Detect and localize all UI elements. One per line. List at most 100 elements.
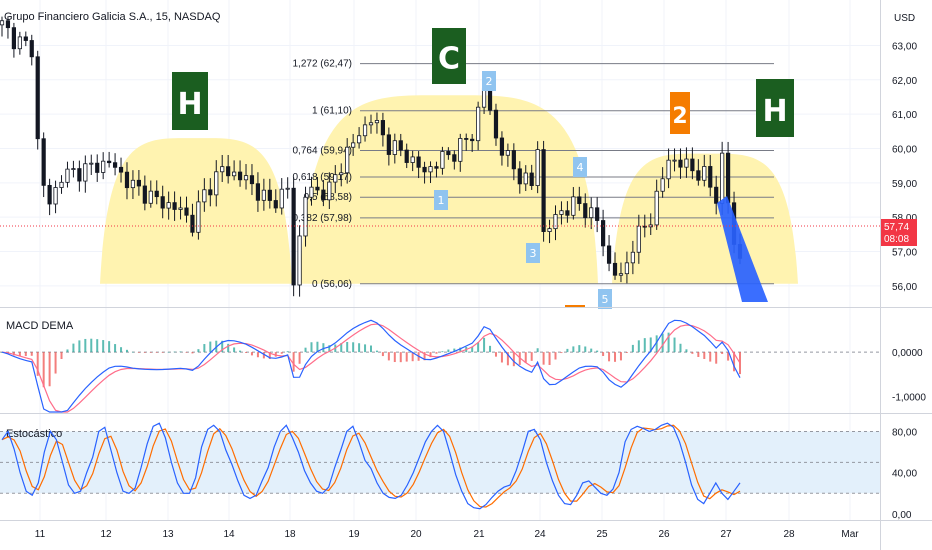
candle-body[interactable] (273, 200, 278, 209)
time-axis[interactable]: 11 12 13 14 18 19 20 21 24 25 26 27 28 Mar (35, 529, 859, 540)
candle-body[interactable] (624, 262, 630, 275)
candle-body[interactable] (321, 189, 326, 201)
candle-body[interactable] (404, 149, 409, 163)
candle-body[interactable] (428, 166, 433, 173)
candle-body[interactable] (505, 150, 510, 156)
candle-body[interactable] (559, 210, 564, 215)
candle-body[interactable] (666, 159, 671, 180)
candle-body[interactable] (672, 159, 677, 162)
candle-body[interactable] (154, 190, 159, 198)
candle-body[interactable] (356, 135, 362, 144)
candle-body[interactable] (618, 273, 624, 276)
candle-body[interactable] (35, 56, 40, 140)
candle-body[interactable] (678, 159, 683, 168)
candle-body[interactable] (517, 168, 522, 185)
candle-body[interactable] (47, 184, 52, 205)
candle-body[interactable] (440, 151, 445, 169)
candle-body[interactable] (65, 168, 70, 183)
candle-body[interactable] (237, 171, 243, 181)
candle-body[interactable] (523, 172, 528, 185)
candle-body[interactable] (345, 146, 350, 174)
candle-body[interactable] (434, 166, 439, 169)
candle-body[interactable] (368, 122, 374, 126)
candle-body[interactable] (101, 160, 106, 173)
candle-body[interactable] (547, 228, 552, 232)
candle-body[interactable] (11, 27, 17, 50)
candle-body[interactable] (142, 185, 147, 204)
candle-body[interactable] (255, 183, 261, 201)
candle-body[interactable] (571, 196, 576, 216)
candle-body[interactable] (583, 203, 588, 219)
candle-body[interactable] (327, 181, 332, 201)
candle-body[interactable] (17, 36, 22, 50)
candle-body[interactable] (112, 162, 118, 168)
candle-body[interactable] (297, 235, 302, 286)
price-axis[interactable]: 63,00 62,00 61,00 60,00 59,00 58,00 57,00 56,00 (892, 41, 917, 292)
candle-body[interactable] (636, 225, 641, 253)
candle-body[interactable] (249, 175, 255, 185)
candle-body[interactable] (595, 207, 600, 221)
candle-body[interactable] (190, 214, 195, 233)
candle-body[interactable] (464, 138, 469, 140)
candle-body[interactable] (541, 149, 546, 232)
candle-body[interactable] (351, 142, 356, 148)
candle-body[interactable] (577, 196, 582, 204)
candle-body[interactable] (690, 158, 695, 172)
candle-body[interactable] (410, 156, 415, 163)
candle-body[interactable] (196, 201, 201, 233)
candle-body[interactable] (214, 171, 219, 196)
candle-body[interactable] (208, 189, 213, 196)
candle-body[interactable] (333, 174, 338, 183)
candle-body[interactable] (380, 120, 386, 136)
candle-body[interactable] (71, 168, 76, 170)
candle-body[interactable] (315, 186, 320, 191)
candle-body[interactable] (148, 190, 153, 204)
candle-body[interactable] (285, 187, 290, 190)
candle-body[interactable] (648, 224, 653, 228)
candle-body[interactable] (642, 225, 647, 228)
candle-body[interactable] (166, 202, 171, 209)
candle-body[interactable] (476, 106, 481, 142)
candle-body[interactable] (684, 158, 689, 168)
candle-body[interactable] (452, 154, 457, 162)
candle-body[interactable] (470, 138, 475, 142)
candle-body[interactable] (178, 207, 183, 210)
candle-body[interactable] (606, 245, 612, 264)
candle-body[interactable] (172, 202, 177, 210)
candle-body[interactable] (184, 207, 189, 216)
candle-body[interactable] (612, 262, 618, 276)
candle-body[interactable] (243, 175, 249, 181)
candle-body[interactable] (630, 251, 635, 264)
candle-body[interactable] (309, 186, 314, 198)
candle-body[interactable] (0, 20, 5, 26)
candle-body[interactable] (392, 140, 397, 155)
candle-body[interactable] (41, 138, 46, 186)
candle-body[interactable] (226, 166, 231, 177)
candle-body[interactable] (232, 171, 237, 177)
macd-pane[interactable]: MACD DEMA 0,0000 -1,0000 (0, 319, 926, 413)
candle-body[interactable] (118, 166, 124, 173)
candle-body[interactable] (529, 172, 534, 186)
candle-body[interactable] (535, 149, 540, 186)
candle-body[interactable] (386, 134, 391, 155)
candle-body[interactable] (708, 166, 713, 188)
candle-body[interactable] (422, 166, 427, 173)
candle-body[interactable] (83, 163, 88, 182)
candle-body[interactable] (720, 152, 725, 204)
candle-body[interactable] (303, 196, 308, 237)
candle-body[interactable] (95, 162, 100, 173)
candle-body[interactable] (511, 150, 516, 170)
candle-body[interactable] (339, 172, 344, 176)
candle-body[interactable] (374, 120, 380, 124)
candle-body[interactable] (130, 179, 136, 189)
candle-body[interactable] (89, 162, 94, 165)
candle-body[interactable] (77, 168, 82, 182)
candle-body[interactable] (220, 166, 225, 173)
candle-body[interactable] (160, 196, 165, 209)
candle-body[interactable] (601, 220, 606, 247)
currency-label[interactable]: USD (894, 13, 915, 24)
candle-body[interactable] (59, 181, 64, 188)
candle-body[interactable] (291, 187, 296, 286)
candle-body[interactable] (660, 178, 665, 192)
